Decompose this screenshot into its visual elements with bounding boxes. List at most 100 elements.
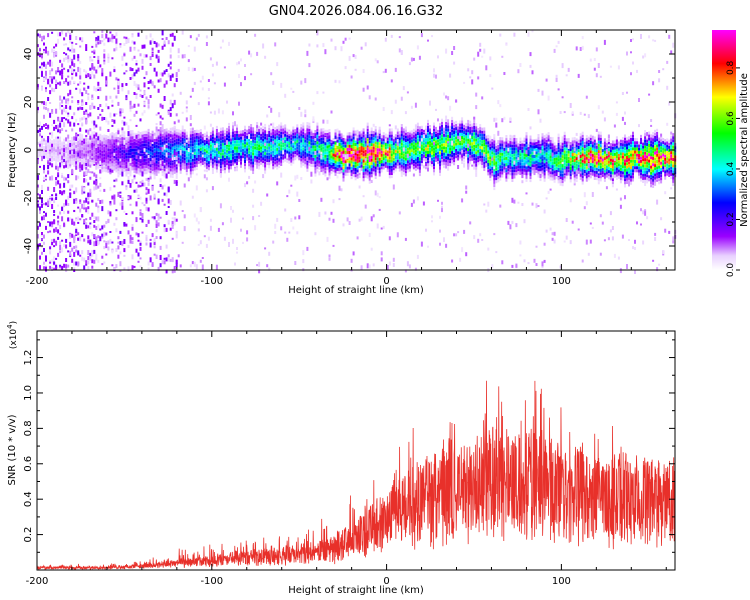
spectrogram-cell <box>396 156 399 160</box>
spectrogram-cell <box>404 167 407 170</box>
spectrogram-cell <box>433 73 435 78</box>
spectrogram-cell <box>252 171 255 174</box>
spectrogram-cell <box>318 148 321 152</box>
spectrogram-cell <box>350 148 353 151</box>
spectrogram-cell <box>356 172 359 175</box>
spectrogram-cell <box>45 143 47 146</box>
spectrogram-cell <box>264 148 267 152</box>
spectrogram-cell <box>133 145 136 149</box>
spectrogram-cell <box>39 203 41 206</box>
spectrogram-cell <box>366 175 369 179</box>
spectrogram-cell <box>505 160 508 163</box>
spectrogram-cell <box>441 124 443 128</box>
spectrogram-cell <box>149 133 152 136</box>
spectrogram-cell <box>356 163 359 167</box>
spectrogram-cell <box>342 134 345 138</box>
spectrogram-cell <box>340 46 343 52</box>
spectrogram-cell <box>453 131 456 134</box>
spectrogram-cell <box>57 129 60 133</box>
spectrogram-cell <box>352 149 355 153</box>
spectrogram-cell <box>268 159 271 163</box>
spectrogram-cell <box>420 135 423 139</box>
spectrogram-cell <box>113 136 116 140</box>
spectrogram-cell <box>223 160 226 164</box>
spectrogram-cell <box>497 160 500 164</box>
spectrogram-cell <box>179 161 182 165</box>
spectrogram-cell <box>153 161 156 165</box>
spectrogram-cell <box>429 162 431 166</box>
spectrogram-cell <box>111 166 114 170</box>
spectrogram-cell <box>507 168 510 172</box>
spectrogram-cell <box>211 171 214 174</box>
spectrogram-cell <box>161 157 164 161</box>
spectrogram-cell <box>77 147 80 151</box>
spectrogram-cell <box>185 134 188 138</box>
spectrogram-cell <box>77 221 80 224</box>
spectrogram-cell <box>306 137 309 141</box>
spectrogram-cell <box>326 151 329 155</box>
spectrogram-cell <box>61 117 64 123</box>
spectrogram-cell <box>135 133 138 137</box>
spectrogram-cell <box>252 133 255 137</box>
spectrogram-cell <box>49 199 52 205</box>
spectrogram-cell <box>344 37 347 41</box>
spectrogram-cell <box>171 154 174 158</box>
spectrogram-cell <box>165 80 168 85</box>
spectrogram-cell <box>336 146 339 149</box>
spectrogram-cell <box>91 137 94 141</box>
spectrogram-cell <box>163 174 166 178</box>
spectrogram-cell <box>143 44 146 49</box>
spectrogram-cell <box>77 144 80 147</box>
spectrogram-cell <box>51 112 54 114</box>
spectrogram-cell <box>425 138 427 142</box>
spectrogram-cell <box>121 127 124 131</box>
spectrogram-cell <box>308 150 311 154</box>
spectrogram-cell <box>451 140 454 146</box>
spectrogram-cell <box>157 43 160 47</box>
spectrogram-cell <box>147 135 150 139</box>
spectrogram-cell <box>276 151 279 154</box>
spectrogram-cell <box>213 156 216 160</box>
spectrogram-cell <box>362 172 365 176</box>
spectrogram-cell <box>338 130 341 134</box>
spectrogram-cell <box>382 166 385 170</box>
spectrogram-cell <box>226 127 228 131</box>
spectrogram-cell <box>135 148 138 152</box>
spectrogram-cell <box>441 205 443 209</box>
spectrogram-cell <box>75 245 78 249</box>
spectrogram-cell <box>81 152 84 156</box>
spectrogram-cell <box>469 151 472 155</box>
spectrogram-cell <box>497 166 500 170</box>
spectrogram-cell <box>386 148 389 151</box>
spectrogram-cell <box>127 196 130 200</box>
spectrogram-cell <box>228 163 230 167</box>
spectrogram-cell <box>149 145 152 149</box>
spectrogram-cell <box>312 148 315 152</box>
spectrogram-cell <box>404 126 407 130</box>
spectrogram-cell <box>81 165 84 170</box>
spectrogram-cell <box>511 179 514 182</box>
spectrogram-cell <box>133 72 136 77</box>
spectrogram-cell <box>463 162 466 168</box>
spectrogram-cell <box>155 138 158 142</box>
spectrogram-cell <box>350 176 353 180</box>
spectrogram-cell <box>318 171 321 176</box>
spectrogram-cell <box>171 42 174 47</box>
spectrogram-cell <box>111 249 114 254</box>
spectrogram-cell <box>157 222 160 227</box>
spectrogram-cell <box>418 138 421 142</box>
spectrogram-cell <box>296 139 299 143</box>
spectrogram-cell <box>69 146 72 150</box>
spectrogram-cell <box>416 144 419 148</box>
spectrogram-cell <box>87 210 90 215</box>
spectrogram-cell <box>316 44 319 48</box>
spectrogram-cell <box>71 43 74 48</box>
spectrogram-cell <box>181 30 184 35</box>
spectrogram-cell <box>83 207 86 210</box>
spectrogram-cell <box>453 149 456 153</box>
spectrogram-cell <box>390 147 393 150</box>
spectrogram-cell <box>153 67 156 72</box>
spectrogram-cell <box>420 125 423 129</box>
spectrogram-cell <box>161 198 164 202</box>
spectrogram-cell <box>113 142 116 146</box>
